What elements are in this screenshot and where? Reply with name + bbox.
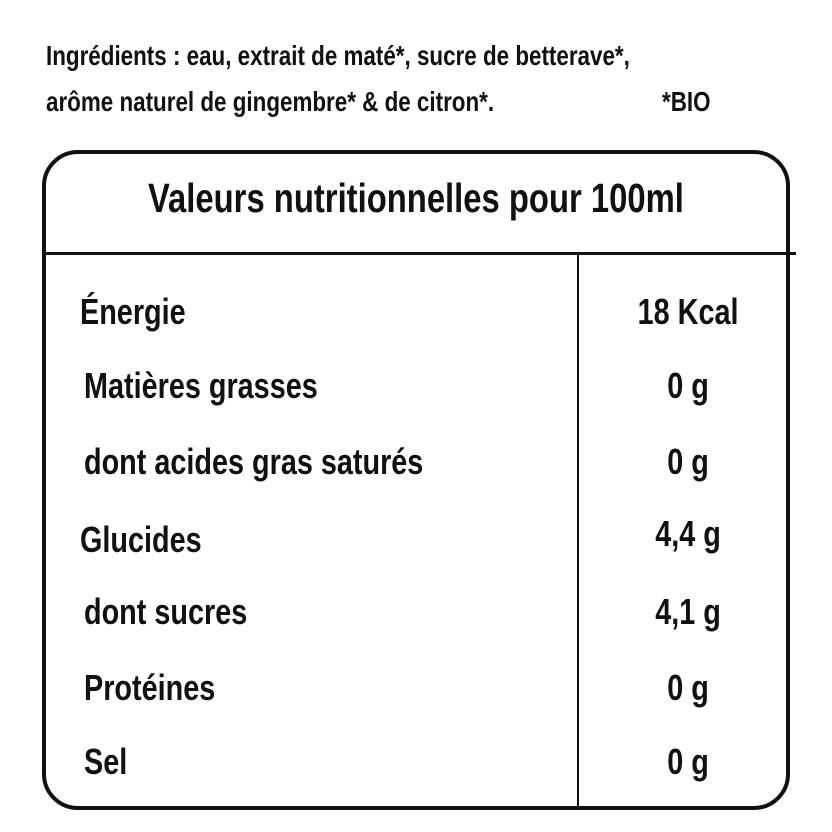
row-label-matieres-grasses: Matières grasses bbox=[84, 365, 376, 407]
bio-note: *BIO bbox=[662, 86, 723, 118]
row-label: Protéines bbox=[84, 667, 216, 708]
row-value: 0 g bbox=[667, 441, 709, 482]
row-label: Énergie bbox=[80, 291, 186, 332]
row-label-proteines: Protéines bbox=[84, 667, 248, 709]
row-value-acides-gras-satures: 0 g bbox=[590, 441, 786, 483]
row-value-matieres-grasses: 0 g bbox=[590, 365, 786, 407]
row-value: 4,4 g bbox=[655, 513, 721, 554]
row-value-sucres: 4,1 g bbox=[590, 591, 786, 633]
row-label-glucides: Glucides bbox=[80, 519, 232, 561]
row-value-energie: 18 Kcal bbox=[590, 291, 786, 333]
row-label-acides-gras-satures: dont acides gras saturés bbox=[84, 441, 508, 483]
ingredients-text: arôme naturel de gingembre* & de citron*… bbox=[46, 86, 495, 117]
row-label-sel: Sel bbox=[84, 741, 138, 783]
row-value: 0 g bbox=[667, 667, 709, 708]
ingredients-line-2: arôme naturel de gingembre* & de citron*… bbox=[46, 86, 606, 118]
row-label-sucres: dont sucres bbox=[84, 591, 288, 633]
header-divider bbox=[44, 252, 796, 255]
row-label: Glucides bbox=[80, 519, 202, 560]
table-title: Valeurs nutritionnelles pour 100ml bbox=[44, 174, 788, 222]
row-value: 0 g bbox=[667, 365, 709, 406]
table-title-text: Valeurs nutritionnelles pour 100ml bbox=[148, 175, 684, 221]
row-value: 4,1 g bbox=[655, 591, 721, 632]
column-divider bbox=[577, 254, 579, 806]
ingredients-text: Ingrédients : eau, extrait de maté*, suc… bbox=[46, 40, 630, 71]
row-value-glucides: 4,4 g bbox=[590, 513, 786, 555]
row-value: 18 Kcal bbox=[637, 291, 739, 332]
bio-note-text: *BIO bbox=[662, 86, 711, 117]
row-label: Sel bbox=[84, 741, 128, 782]
row-label: dont sucres bbox=[84, 591, 248, 632]
nutrition-table bbox=[42, 150, 790, 810]
row-value: 0 g bbox=[667, 741, 709, 782]
row-label-energie: Énergie bbox=[80, 291, 212, 333]
ingredients-line-1: Ingrédients : eau, extrait de maté*, suc… bbox=[46, 40, 776, 72]
row-label: dont acides gras saturés bbox=[84, 441, 424, 482]
row-label: Matières grasses bbox=[84, 365, 318, 406]
row-value-proteines: 0 g bbox=[590, 667, 786, 709]
row-value-sel: 0 g bbox=[590, 741, 786, 783]
